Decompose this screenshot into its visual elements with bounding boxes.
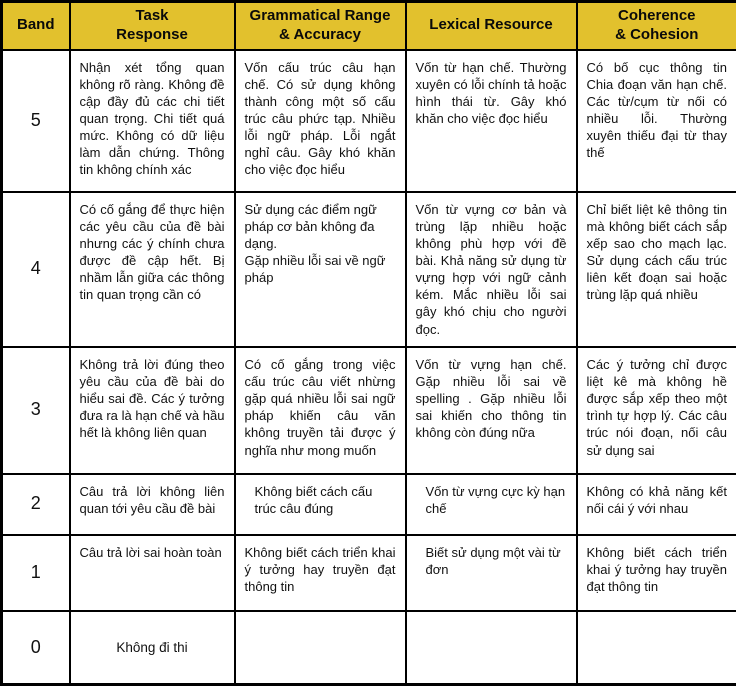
cell-task-response: Nhận xét tổng quan không rõ ràng. Không … bbox=[70, 50, 235, 192]
cell-coherence bbox=[577, 611, 736, 685]
cell-grammar: Không biết cách triển khai ý tưởng hay t… bbox=[235, 535, 406, 611]
band-number: 0 bbox=[2, 611, 70, 685]
header-task-response: Task Response bbox=[70, 2, 235, 50]
band-number: 2 bbox=[2, 474, 70, 535]
cell-lexical bbox=[406, 611, 577, 685]
ielts-band-rubric: Band Task Response Grammatical Range & A… bbox=[0, 0, 736, 660]
cell-grammar: Vốn cấu trúc câu hạn chế. Có sử dụng khô… bbox=[235, 50, 406, 192]
table-row-band-4: 4 Có cố gắng để thực hiện các yêu cầu củ… bbox=[2, 192, 736, 347]
cell-task-response: Câu trả lời sai hoàn toàn bbox=[70, 535, 235, 611]
table-row-band-2: 2 Câu trả lời không liên quan tới yêu cầ… bbox=[2, 474, 736, 535]
cell-task-response: Không trả lời đúng theo yêu cầu của đề b… bbox=[70, 347, 235, 474]
band-number: 1 bbox=[2, 535, 70, 611]
cell-lexical: Vốn từ vựng cơ bản và trùng lặp nhiều ho… bbox=[406, 192, 577, 347]
header-band: Band bbox=[2, 2, 70, 50]
cell-coherence: Không có khả năng kết nối cái ý với nhau bbox=[577, 474, 736, 535]
cell-grammar bbox=[235, 611, 406, 685]
header-coherence-cohesion: Coherence & Cohesion bbox=[577, 2, 736, 50]
cell-lexical: Vốn từ hạn chế. Thường xuyên có lỗi chín… bbox=[406, 50, 577, 192]
band-number: 3 bbox=[2, 347, 70, 474]
cell-grammar: Không biết cách cấu trúc câu đúng bbox=[235, 474, 406, 535]
cell-task-response: Câu trả lời không liên quan tới yêu cầu … bbox=[70, 474, 235, 535]
cell-task-response: Không đi thi bbox=[70, 611, 235, 685]
band-number: 4 bbox=[2, 192, 70, 347]
table-row-band-0: 0 Không đi thi bbox=[2, 611, 736, 685]
cell-lexical: Vốn từ vựng hạn chế. Gặp nhiều lỗi sai v… bbox=[406, 347, 577, 474]
table-row-band-5: 5 Nhận xét tổng quan không rõ ràng. Khôn… bbox=[2, 50, 736, 192]
band-number: 5 bbox=[2, 50, 70, 192]
cell-grammar: Sử dụng các điểm ngữ pháp cơ bản không đ… bbox=[235, 192, 406, 347]
cell-grammar: Có cố gắng trong việc cấu trúc câu viết … bbox=[235, 347, 406, 474]
cell-lexical: Vốn từ vựng cực kỳ hạn chế bbox=[406, 474, 577, 535]
cell-coherence: Có bố cục thông tin Chia đoạn văn hạn ch… bbox=[577, 50, 736, 192]
header-grammatical-range: Grammatical Range & Accuracy bbox=[235, 2, 406, 50]
cell-coherence: Chỉ biết liệt kê thông tin mà không biết… bbox=[577, 192, 736, 347]
table-header-row: Band Task Response Grammatical Range & A… bbox=[2, 2, 736, 50]
cell-coherence: Các ý tưởng chỉ được liệt kê mà không hề… bbox=[577, 347, 736, 474]
header-lexical-resource: Lexical Resource bbox=[406, 2, 577, 50]
cell-coherence: Không biết cách triển khai ý tưởng hay t… bbox=[577, 535, 736, 611]
cell-task-response: Có cố gắng để thực hiện các yêu cầu của … bbox=[70, 192, 235, 347]
table-row-band-3: 3 Không trả lời đúng theo yêu cầu của đề… bbox=[2, 347, 736, 474]
cell-lexical: Biết sử dụng một vài từ đơn bbox=[406, 535, 577, 611]
table-row-band-1: 1 Câu trả lời sai hoàn toàn Không biết c… bbox=[2, 535, 736, 611]
